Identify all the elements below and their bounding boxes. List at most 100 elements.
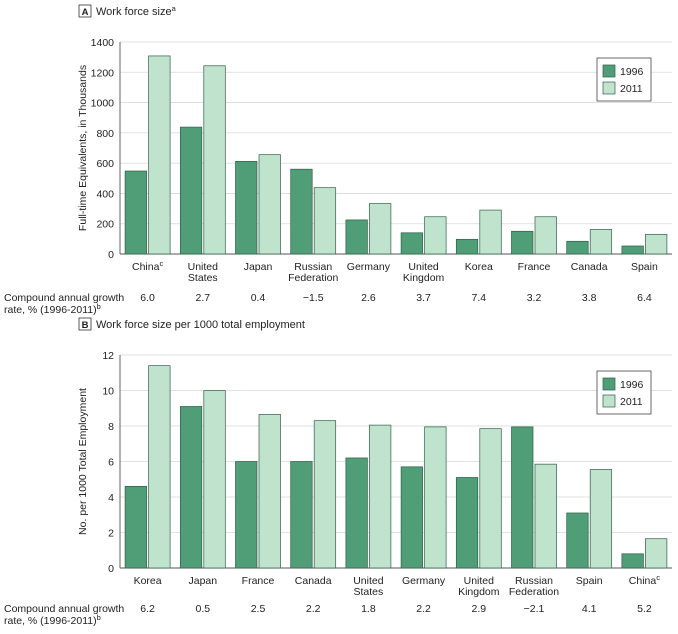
y-tick-label: 8 — [108, 421, 114, 433]
growth-rate-value: 2.5 — [251, 603, 266, 615]
bar-2011 — [313, 187, 337, 255]
bar-1996 — [511, 230, 534, 255]
y-axis-label: Full-time Equivalents, in Thousands — [77, 65, 89, 231]
growth-rate-value: 6.0 — [140, 292, 155, 304]
panel-letter: A — [82, 7, 89, 18]
bar-1996 — [124, 486, 147, 569]
bar-1996 — [345, 457, 368, 569]
x-tick-label-line2: Federation — [288, 272, 338, 284]
growth-rate-value: −2.1 — [524, 603, 545, 615]
growth-rate-value: 4.1 — [582, 603, 597, 615]
bar-2011 — [424, 426, 447, 569]
bar-2011 — [589, 469, 613, 569]
bar-2011 — [258, 414, 281, 569]
legend-swatch-2011 — [602, 81, 616, 95]
legend-label: 2011 — [620, 396, 643, 408]
bar-2011 — [148, 365, 171, 569]
bar-1996 — [511, 426, 534, 569]
y-tick-label: 4 — [108, 492, 114, 504]
x-tick-label: United — [353, 575, 384, 587]
growth-rate-value: 3.2 — [527, 292, 542, 304]
bar-2011 — [479, 209, 502, 255]
growth-rate-value: 3.7 — [416, 292, 431, 304]
bar-1996 — [235, 461, 258, 569]
y-tick-label: 200 — [96, 219, 114, 231]
x-tick-label-line2: Federation — [509, 586, 559, 598]
growth-row-label-line2: rate, % (1996-2011)b — [4, 302, 101, 317]
growth-rate-value: 6.4 — [637, 292, 652, 304]
chart-panel-b: B Work force size per 1000 total employme… — [4, 317, 672, 628]
bar-1996 — [179, 126, 203, 255]
y-tick-label: 1000 — [91, 98, 115, 110]
bar-2011 — [424, 216, 447, 255]
growth-rate-value: 0.4 — [251, 292, 266, 304]
bar-2011 — [645, 538, 668, 569]
y-axis-label: No. per 1000 Total Employment — [77, 388, 89, 535]
bar-1996 — [235, 160, 258, 255]
y-tick-label: 400 — [96, 188, 114, 200]
bar-2011 — [258, 154, 281, 255]
bar-2011 — [369, 424, 392, 569]
bar-2011 — [148, 55, 171, 255]
y-tick-label: 1200 — [91, 67, 115, 79]
x-tick-label: Spain — [631, 261, 658, 273]
bar-1996 — [566, 512, 589, 569]
bar-1996 — [179, 406, 203, 569]
y-tick-label: 2 — [108, 528, 114, 540]
y-tick-label: 0 — [108, 563, 114, 575]
chart-title: Work force sizea — [96, 4, 177, 19]
legend-swatch-2011 — [602, 394, 616, 408]
bar-1996 — [621, 245, 644, 255]
bar-1996 — [621, 553, 644, 569]
growth-rate-value: 2.9 — [471, 603, 486, 615]
y-tick-label: 600 — [96, 158, 114, 170]
panel-letter: B — [82, 320, 89, 331]
y-tick-label: 12 — [102, 350, 114, 362]
x-tick-label: Russian — [515, 575, 553, 587]
chart-panel-a: A Work force sizea 0 200 400 600 800 1000 1200 14… — [4, 4, 672, 317]
growth-rate-value: 2.7 — [195, 292, 210, 304]
growth-row-label: Compound annual growth — [4, 603, 124, 615]
bar-1996 — [290, 168, 313, 255]
bar-2011 — [369, 203, 392, 255]
bar-1996 — [345, 219, 368, 255]
x-tick-label: Korea — [134, 575, 162, 587]
x-tick-label: Chinac — [132, 259, 163, 274]
x-tick-label: Canada — [571, 261, 608, 273]
bar-1996 — [290, 461, 313, 569]
legend-label: 1996 — [620, 66, 644, 78]
bar-2011 — [313, 420, 337, 569]
y-tick-label: 10 — [102, 386, 114, 398]
x-tick-label: Germany — [402, 575, 446, 587]
growth-rate-value: 2.2 — [306, 603, 321, 615]
growth-rate-value: 0.5 — [195, 603, 210, 615]
x-tick-label: Canada — [295, 575, 332, 587]
y-tick-label: 0 — [108, 249, 114, 261]
bar-1996 — [455, 238, 479, 255]
bar-2011 — [203, 390, 226, 569]
growth-row-label: Compound annual growth — [4, 292, 124, 304]
growth-rate-value: 2.6 — [361, 292, 376, 304]
x-tick-label: United — [408, 261, 439, 273]
bar-2011 — [479, 428, 502, 569]
y-tick-label: 800 — [96, 128, 114, 140]
x-tick-label: France — [518, 261, 551, 273]
legend-label: 2011 — [620, 83, 643, 95]
chart-title: Work force size per 1000 total employmen… — [96, 319, 305, 331]
x-tick-label: France — [242, 575, 275, 587]
x-tick-label: United — [188, 261, 219, 273]
x-tick-label-line2: Kingdom — [403, 272, 445, 284]
x-tick-label-line2: States — [188, 272, 218, 284]
x-tick-label: Japan — [244, 261, 273, 273]
x-tick-label: Russian — [294, 261, 332, 273]
panel-letter-box — [78, 317, 92, 331]
legend-label: 1996 — [620, 379, 644, 391]
x-tick-label: Spain — [576, 575, 603, 587]
growth-rate-value: 1.8 — [361, 603, 376, 615]
bar-2011 — [645, 233, 668, 255]
y-tick-label: 1400 — [91, 37, 115, 49]
growth-rate-value: 6.2 — [140, 603, 155, 615]
bar-2011 — [203, 65, 226, 255]
growth-row-label-line2: rate, % (1996-2011)b — [4, 613, 101, 628]
